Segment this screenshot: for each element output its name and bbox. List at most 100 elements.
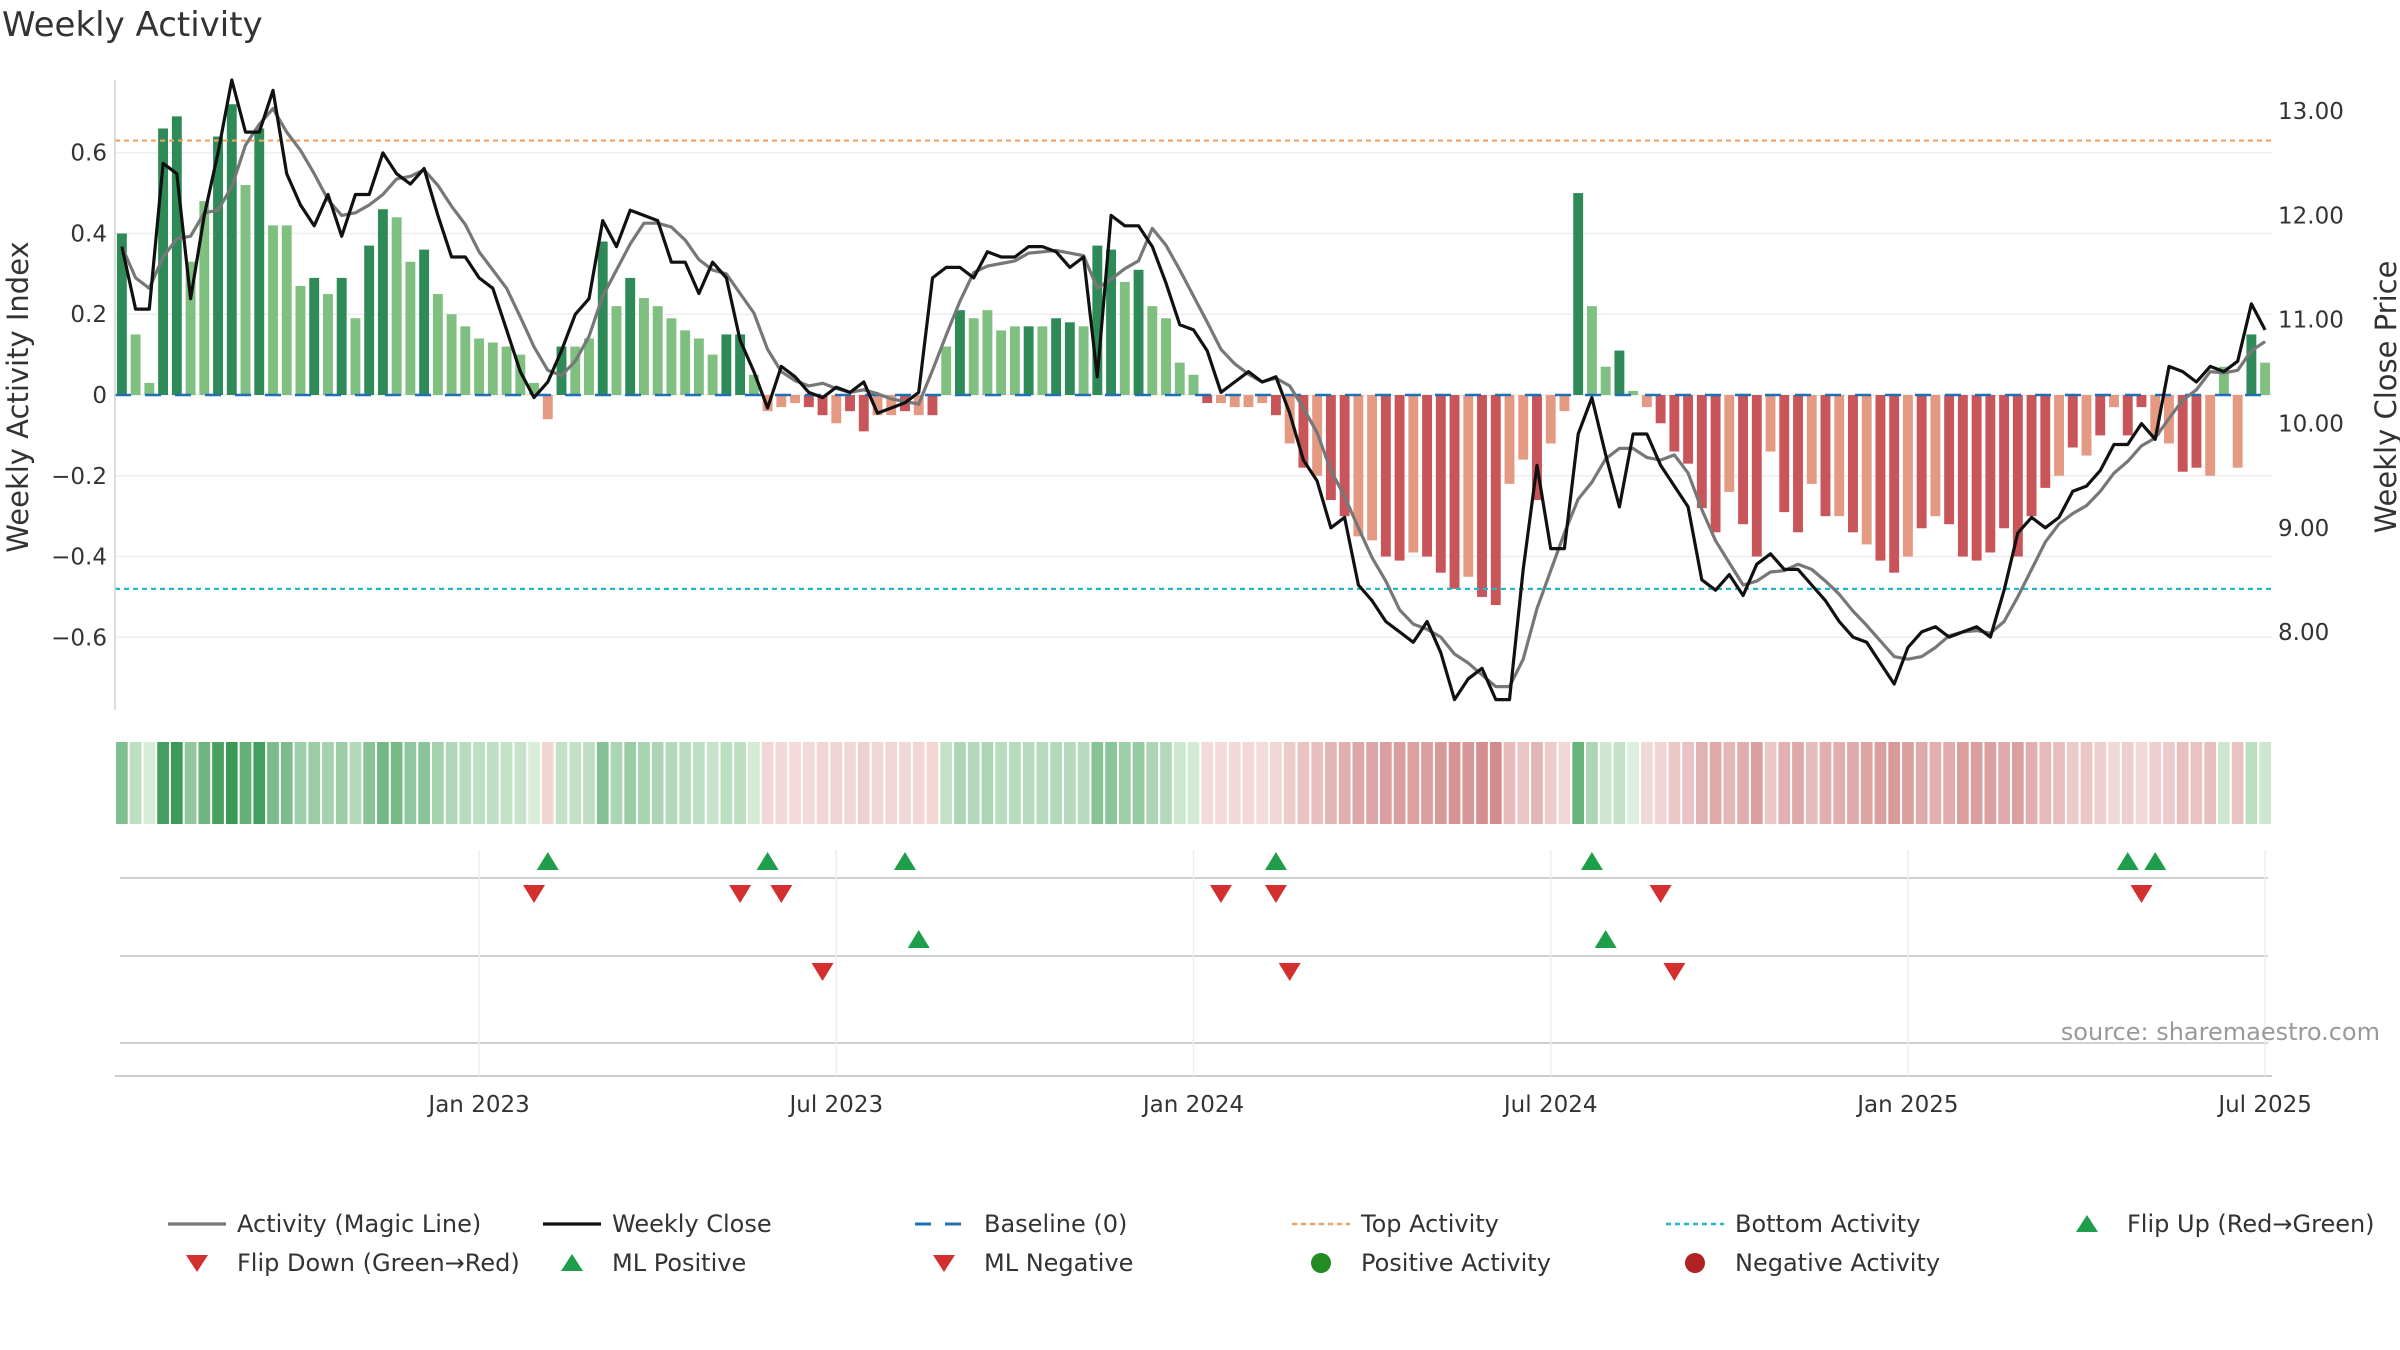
flip-down-marker xyxy=(1209,885,1232,903)
activity-bar xyxy=(1463,395,1474,577)
activity-bar xyxy=(570,346,581,395)
legend-label: Bottom Activity xyxy=(1735,1210,1920,1238)
y-axis-label-left: Weekly Activity Index xyxy=(1,241,35,552)
heat-strip-cell xyxy=(1915,742,1928,824)
activity-bar xyxy=(2026,395,2037,517)
heat-strip-cell xyxy=(1544,742,1557,824)
heat-strip-cell xyxy=(1723,742,1736,824)
heat-strip-cell xyxy=(1242,742,1255,824)
heat-strip-cell xyxy=(1847,742,1859,824)
heat-strip-cell xyxy=(1105,742,1117,824)
heat-strip-cell xyxy=(1036,742,1049,824)
heat-strip-cell xyxy=(844,742,856,824)
activity-bar xyxy=(1380,395,1391,557)
activity-bar xyxy=(1889,395,1900,573)
x-tick-label: Jan 2023 xyxy=(426,1092,529,1118)
activity-bar xyxy=(419,249,430,395)
heat-strip-cell xyxy=(583,742,595,824)
activity-bar xyxy=(693,338,704,395)
heat-strip-cell xyxy=(2108,742,2120,824)
activity-bar xyxy=(1985,395,1996,553)
ml-positive-marker xyxy=(1594,930,1617,948)
legend-symbol xyxy=(933,1255,955,1272)
heat-strip-cell xyxy=(1173,742,1186,824)
activity-bar xyxy=(130,334,141,395)
activity-bar xyxy=(1078,326,1089,395)
heat-strip-cell xyxy=(1077,742,1090,824)
activity-bar xyxy=(1806,395,1817,484)
axes-layer: 0.6 0.4 0.2 0 −0.2 −0.4 −0.6 13.00 12.00 11.00 10.… xyxy=(51,80,2344,710)
activity-bar xyxy=(432,294,443,395)
heat-strip-cell xyxy=(1434,742,1447,824)
heat-strip-cell xyxy=(2163,742,2175,824)
heat-strip-cell xyxy=(720,742,733,824)
heat-strip-cell xyxy=(239,742,252,824)
flip-down-marker xyxy=(1649,885,1672,903)
heat-strip-cell xyxy=(294,742,307,824)
activity-bar xyxy=(446,314,457,395)
heat-strip-cell xyxy=(267,742,279,824)
heat-strip-cell xyxy=(1531,742,1543,824)
activity-bar xyxy=(2177,395,2188,472)
activity-bar xyxy=(721,334,732,395)
activity-bar xyxy=(1435,395,1446,573)
legend-label: Baseline (0) xyxy=(984,1210,1127,1238)
heat-strip-cell xyxy=(1970,742,1983,824)
heat-strip-cell xyxy=(1668,742,1681,824)
heat-strip-cell xyxy=(2053,742,2065,824)
heat-strip-cell xyxy=(596,742,609,824)
activity-bar xyxy=(2040,395,2051,488)
legend-symbol xyxy=(1311,1253,1331,1273)
y-tick-label-right: 13.00 xyxy=(2278,99,2344,125)
activity-bar xyxy=(460,326,471,395)
heat-strip-cell xyxy=(1984,742,1997,824)
y-tick-label-left: 0.6 xyxy=(70,141,107,167)
signal-rows: Jan 2023 Jul 2023 Jan 2024 Jul 2024 Jan 2025… xyxy=(115,850,2312,1118)
heat-strip-cell xyxy=(1641,742,1653,824)
chart-title: Weekly Activity xyxy=(2,5,263,45)
heat-strip-cell xyxy=(1118,742,1131,824)
activity-bar xyxy=(707,354,718,395)
activity-bar xyxy=(1669,395,1680,452)
activity-bar xyxy=(1738,395,1749,525)
heat-strip-cell xyxy=(1695,742,1708,824)
activity-bar xyxy=(1573,193,1584,395)
heat-strip-cell xyxy=(899,742,911,824)
activity-bar xyxy=(638,298,649,395)
flip-up-marker xyxy=(1580,852,1603,870)
legend-label: Negative Activity xyxy=(1735,1249,1940,1277)
activity-bar xyxy=(803,395,814,408)
heat-strip-cell xyxy=(349,742,362,824)
y-tick-label-right: 11.00 xyxy=(2278,308,2344,334)
heat-strip-cell xyxy=(1462,742,1475,824)
heat-strip-cell xyxy=(184,742,197,824)
activity-bar xyxy=(254,128,265,395)
heat-strip-cell xyxy=(1201,742,1214,824)
heat-strip-cell xyxy=(2218,742,2230,824)
heat-strip-cell xyxy=(1558,742,1571,824)
heat-strip-cell xyxy=(1228,742,1241,824)
activity-bar xyxy=(529,382,539,395)
activity-bar xyxy=(2260,362,2271,395)
activity-bar xyxy=(1174,362,1185,395)
heat-strip-cell xyxy=(1091,742,1104,824)
heat-strip-cell xyxy=(2135,742,2148,824)
heat-strip-cell xyxy=(1682,742,1694,824)
legend: Activity (Magic Line) Weekly Close Baselin… xyxy=(168,1210,2375,1277)
y-tick-label-right: 8.00 xyxy=(2278,620,2329,646)
y-tick-label-right: 10.00 xyxy=(2278,412,2344,438)
heat-strip-cell xyxy=(2231,742,2244,824)
heat-strip-cell xyxy=(1132,742,1145,824)
activity-bar xyxy=(2095,395,2106,436)
activity-bar xyxy=(1477,395,1487,597)
activity-bar xyxy=(1765,395,1776,452)
heat-strip-cell xyxy=(2259,742,2271,824)
activity-bar xyxy=(872,395,883,416)
heat-strip-cell xyxy=(1421,742,1433,824)
activity-bar xyxy=(1848,395,1858,533)
activity-bar xyxy=(1092,245,1103,395)
activity-bar xyxy=(1999,395,2010,529)
heat-strip-cell xyxy=(1943,742,1956,824)
heat-strip-cell xyxy=(1792,742,1804,824)
heat-strip-cell xyxy=(1187,742,1200,824)
